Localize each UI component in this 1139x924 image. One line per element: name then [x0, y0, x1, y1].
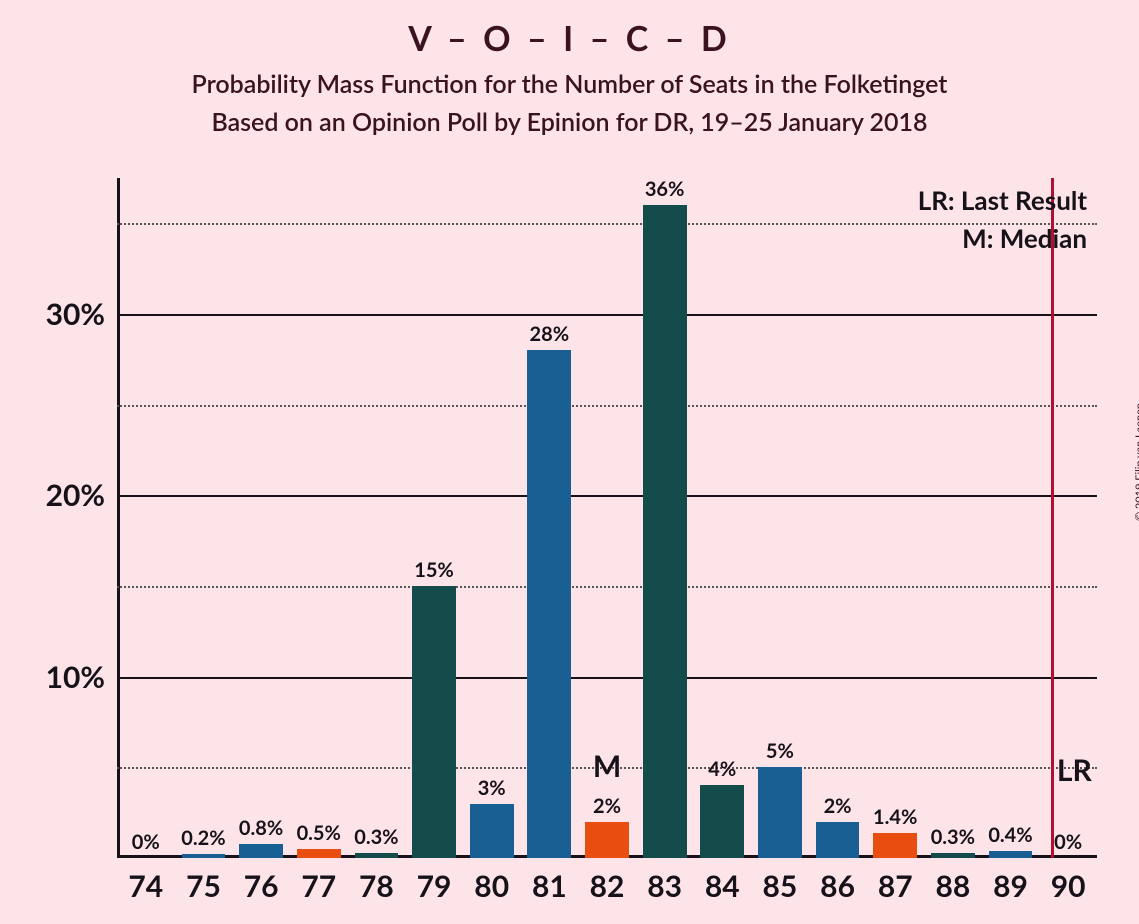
- y-axis-line: [117, 178, 120, 858]
- x-tick-label: 85: [763, 858, 798, 904]
- bar: 0.3%: [355, 853, 399, 858]
- bar-value-label: 0%: [132, 830, 160, 858]
- bar-value-label: 0%: [1054, 830, 1082, 858]
- bar: 2%: [585, 822, 629, 858]
- x-tick-label: 87: [878, 858, 913, 904]
- x-tick-label: 84: [705, 858, 740, 904]
- legend-line: LR: Last Result: [918, 184, 1087, 216]
- bar: 0.2%: [182, 854, 226, 858]
- legend: LR: Last Result M: Median: [918, 184, 1087, 260]
- x-tick-label: 74: [128, 858, 163, 904]
- x-tick-label: 88: [935, 858, 970, 904]
- chart-container: V – O – I – C – D Probability Mass Funct…: [0, 0, 1139, 924]
- bar: 1.4%: [873, 833, 917, 858]
- bar-value-label: 0.3%: [354, 825, 398, 853]
- median-annotation: M: [593, 748, 621, 784]
- x-tick-label: 90: [1051, 858, 1086, 904]
- bar-value-label: 0.3%: [931, 825, 975, 853]
- bar: 28%: [527, 350, 571, 858]
- y-tick-label: 10%: [46, 659, 117, 695]
- y-tick-label: 30%: [46, 296, 117, 332]
- x-tick-label: 77: [301, 858, 336, 904]
- bar: 2%: [816, 822, 860, 858]
- chart-subtitle-1: Probability Mass Function for the Number…: [0, 69, 1139, 99]
- bar-value-label: 36%: [645, 177, 685, 205]
- x-tick-label: 82: [590, 858, 625, 904]
- plot-area: 10%20%30%740%750.2%760.8%770.5%780.3%791…: [117, 178, 1097, 858]
- bar-value-label: 28%: [530, 322, 570, 350]
- x-tick-label: 80: [474, 858, 509, 904]
- bar-value-label: 2%: [824, 794, 852, 822]
- x-tick-label: 75: [186, 858, 221, 904]
- bar: 4%: [700, 785, 744, 858]
- bar-value-label: 0.4%: [988, 823, 1032, 851]
- bar: 0.5%: [297, 849, 341, 858]
- x-tick-label: 76: [244, 858, 279, 904]
- grid-major: [117, 495, 1097, 497]
- last-result-annotation: LR: [1057, 752, 1092, 788]
- x-tick-label: 83: [647, 858, 682, 904]
- x-tick-label: 79: [417, 858, 452, 904]
- copyright-text: © 2019 Filip van Laenen: [1133, 403, 1139, 521]
- bar-value-label: 5%: [766, 739, 794, 767]
- bar-value-label: 15%: [414, 558, 454, 586]
- chart-title: V – O – I – C – D: [0, 0, 1139, 59]
- bar: 0.8%: [239, 844, 283, 859]
- last-result-line: [1051, 178, 1054, 858]
- bar-value-label: 0.5%: [297, 821, 341, 849]
- bar-value-label: 1.4%: [873, 805, 917, 833]
- bar: 3%: [470, 804, 514, 858]
- x-tick-label: 78: [359, 858, 394, 904]
- bar: 36%: [643, 205, 687, 858]
- chart-subtitle-2: Based on an Opinion Poll by Epinion for …: [0, 107, 1139, 137]
- bar: 0.3%: [931, 853, 975, 858]
- bar-value-label: 3%: [478, 776, 506, 804]
- grid-major: [117, 677, 1097, 679]
- grid-major: [117, 314, 1097, 316]
- bar-value-label: 4%: [708, 757, 736, 785]
- bar-value-label: 2%: [593, 794, 621, 822]
- x-tick-label: 81: [532, 858, 567, 904]
- bar: 0.4%: [989, 851, 1033, 858]
- bar: 5%: [758, 767, 802, 858]
- bar-value-label: 0.8%: [239, 816, 283, 844]
- x-tick-label: 89: [993, 858, 1028, 904]
- x-tick-label: 86: [820, 858, 855, 904]
- grid-minor: [117, 586, 1097, 588]
- grid-minor: [117, 405, 1097, 407]
- bar-value-label: 0.2%: [181, 826, 225, 854]
- legend-line: M: Median: [918, 222, 1087, 254]
- y-tick-label: 20%: [46, 477, 117, 513]
- bar: 15%: [412, 586, 456, 858]
